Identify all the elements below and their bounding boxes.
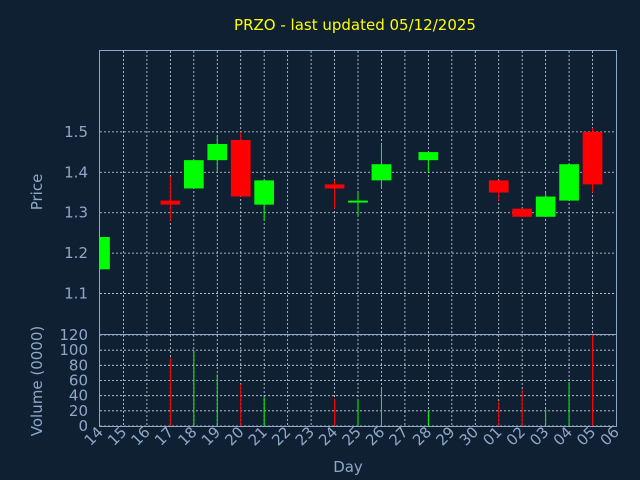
x-tick-label: 19 xyxy=(198,423,224,449)
candle-body xyxy=(230,139,251,197)
x-tick-label: 15 xyxy=(104,423,130,449)
candle-body xyxy=(100,236,110,270)
candles xyxy=(99,127,603,270)
price-y-tick-label: 1.3 xyxy=(64,204,88,222)
x-axis-label: Day xyxy=(333,458,363,476)
x-tick-label: 27 xyxy=(386,423,412,449)
candle-body xyxy=(512,208,533,217)
x-tick-label: 20 xyxy=(221,423,247,449)
x-tick-label: 21 xyxy=(245,423,271,449)
candle-body xyxy=(183,160,204,189)
volume-y-tick-label: 60 xyxy=(69,372,88,390)
x-tick-label: 05 xyxy=(573,423,599,449)
candle-body xyxy=(559,164,579,201)
x-tick-label: 06 xyxy=(597,423,623,449)
chart-title: PRZO - last updated 05/12/2025 xyxy=(234,16,476,34)
price-y-tick-label: 1.2 xyxy=(64,244,88,262)
x-ticks: 1415161718192021222324252627282930010203… xyxy=(81,423,623,449)
x-tick-label: 04 xyxy=(550,423,576,449)
price-y-ticks: 1.1 1.2 1.3 1.4 1.5 xyxy=(64,123,88,303)
volume-y-tick-label: 100 xyxy=(59,341,88,359)
volume-panel-frame xyxy=(99,334,617,427)
x-tick-label: 23 xyxy=(292,423,318,449)
x-tick-label: 29 xyxy=(432,423,458,449)
candle-body xyxy=(582,131,603,185)
volume-y-tick-label: 40 xyxy=(69,387,88,405)
x-tick-label: 17 xyxy=(151,423,177,449)
x-tick-label: 02 xyxy=(503,423,529,449)
candle-body xyxy=(418,152,439,161)
price-axis-label: Price xyxy=(28,174,46,211)
x-tick-label: 18 xyxy=(174,423,200,449)
candle-body xyxy=(254,180,275,205)
volume-y-tick-label: 0 xyxy=(78,417,88,435)
x-tick-label: 28 xyxy=(409,423,435,449)
candle-body xyxy=(488,180,509,193)
candle-body xyxy=(371,164,392,181)
x-tick-label: 25 xyxy=(339,423,365,449)
volume-y-tick-label: 20 xyxy=(69,402,88,420)
volume-bars xyxy=(169,335,594,426)
x-tick-label: 26 xyxy=(362,423,388,449)
x-tick-label: 22 xyxy=(268,423,294,449)
candle-body xyxy=(348,200,368,203)
candle-body xyxy=(535,196,556,217)
price-y-tick-label: 1.5 xyxy=(64,123,88,141)
volume-y-tick-label: 80 xyxy=(69,356,88,374)
candle-body xyxy=(324,184,345,189)
candle-body xyxy=(160,200,181,205)
price-y-tick-label: 1.4 xyxy=(64,163,88,181)
candle-body xyxy=(207,143,228,161)
price-y-tick-label: 1.1 xyxy=(64,285,88,303)
volume-y-tick-label: 120 xyxy=(59,326,88,344)
x-tick-label: 16 xyxy=(128,423,154,449)
volume-axis-label: Volume (0000) xyxy=(28,326,46,436)
x-tick-label: 03 xyxy=(526,423,552,449)
x-tick-label: 24 xyxy=(315,423,341,449)
x-tick-label: 30 xyxy=(456,423,482,449)
x-tick-label: 01 xyxy=(479,423,505,449)
